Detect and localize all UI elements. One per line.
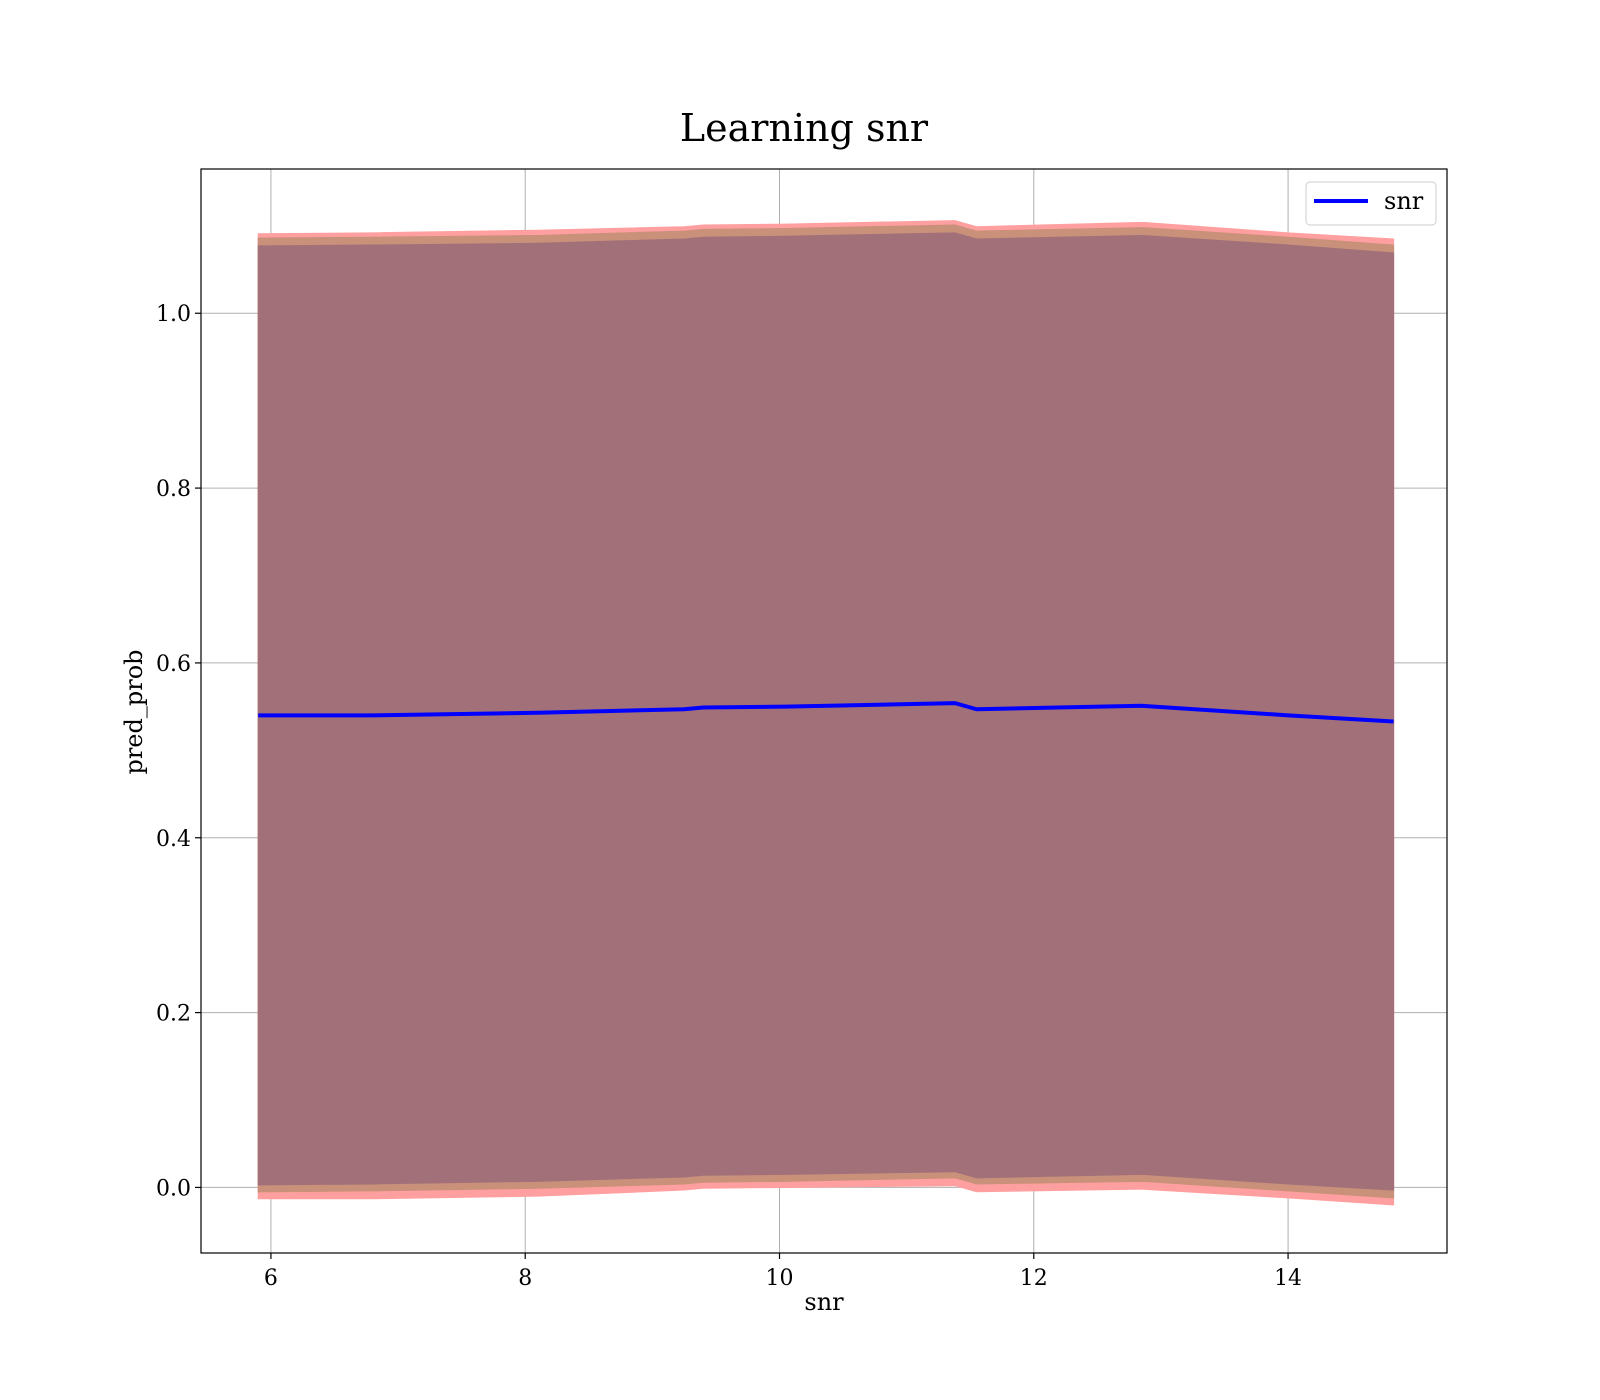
y-axis-label: pred_prob — [120, 649, 148, 774]
y-tick-label: 0.4 — [156, 827, 191, 852]
confidence-bands — [257, 220, 1395, 1206]
series-line-snr — [258, 701, 1394, 724]
plot-frame — [200, 168, 1448, 1254]
y-axis: 0.0 0.2 0.4 0.6 0.8 1.0 — [156, 302, 201, 1201]
x-tick-label: 14 — [1274, 1266, 1302, 1291]
legend-label: snr — [1384, 187, 1424, 215]
y-tick-label: 0.0 — [156, 1176, 191, 1201]
legend-box — [1305, 181, 1437, 226]
y-tick-label: 1.0 — [156, 302, 191, 327]
x-tick-label: 6 — [264, 1266, 278, 1291]
y-tick-label: 0.8 — [156, 477, 191, 502]
y-tick-label: 0.6 — [156, 652, 191, 677]
x-axis: 6 8 10 12 14 — [264, 1253, 1302, 1291]
x-tick-label: 12 — [1020, 1266, 1048, 1291]
x-tick-label: 8 — [518, 1266, 532, 1291]
band-3 — [257, 232, 1395, 1191]
chart-title: Learning snr — [680, 106, 929, 150]
y-tick-label: 0.2 — [156, 1002, 191, 1027]
series-lines — [258, 701, 1394, 724]
x-tick-label: 10 — [766, 1266, 794, 1291]
x-axis-label: snr — [804, 1288, 844, 1316]
legend: snr — [1305, 181, 1437, 226]
